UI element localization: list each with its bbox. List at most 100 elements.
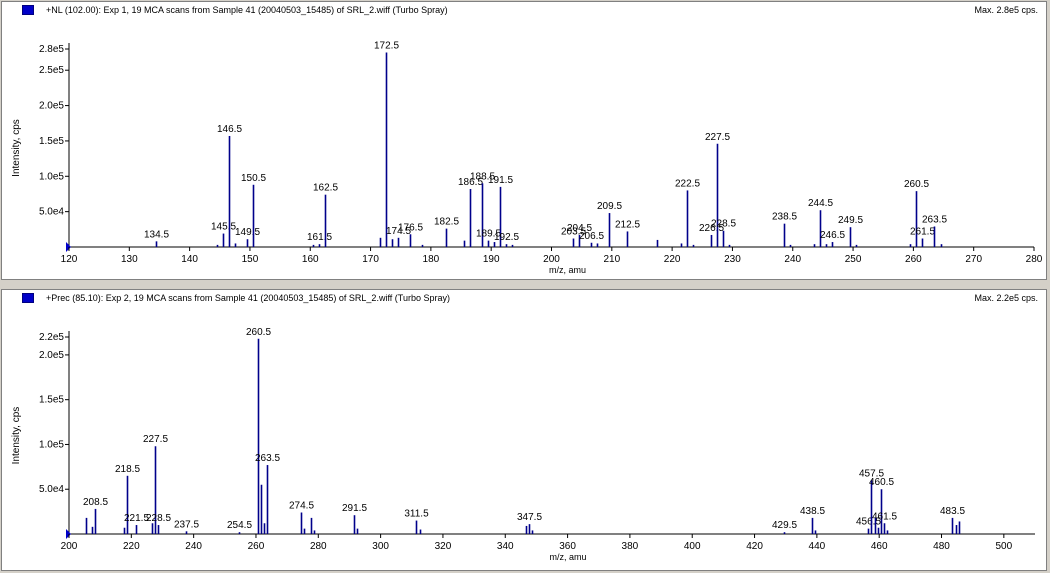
- x-tick-label: 180: [423, 254, 440, 265]
- x-tick-label: 190: [483, 254, 500, 265]
- peak-label: 146.5: [217, 124, 242, 135]
- peak-label: 456.5: [856, 517, 881, 528]
- y-tick-label: 2.8e5: [39, 44, 64, 55]
- peak-label: 204.5: [567, 223, 592, 234]
- panel-header-2: +Prec (85.10): Exp 2, 19 MCA scans from …: [2, 290, 1046, 308]
- y-tick-label: 1.5e5: [39, 136, 64, 147]
- peak-label: 457.5: [859, 468, 884, 479]
- x-tick-label: 480: [933, 541, 950, 552]
- y-tick-label: 1.0e5: [39, 171, 64, 182]
- peak-label: 150.5: [241, 173, 266, 184]
- panel-color-swatch-icon[interactable]: [22, 293, 34, 303]
- y-tick-label: 2.0e5: [39, 101, 64, 112]
- peak-label: 263.5: [922, 214, 947, 225]
- x-tick-label: 380: [622, 541, 639, 552]
- y-tick-label: 1.5e5: [39, 395, 64, 406]
- peak-label: 172.5: [374, 41, 399, 52]
- peak-label: 191.5: [488, 175, 513, 186]
- peak-label: 186.5: [458, 177, 483, 188]
- x-tick-label: 260: [248, 541, 265, 552]
- max-intensity-label-1: Max. 2.8e5 cps.: [974, 5, 1038, 15]
- x-tick-label: 210: [603, 254, 620, 265]
- x-tick-label: 200: [61, 541, 78, 552]
- peak-label: 212.5: [615, 219, 640, 230]
- peak-label: 274.5: [289, 501, 314, 512]
- x-tick-label: 340: [497, 541, 514, 552]
- spectrum-chart-2[interactable]: 200 220 240 260 280 300 320 340 360 380 400 420 440 4…: [2, 290, 1046, 570]
- x-tick-label: 500: [995, 541, 1012, 552]
- y-tick-label: 2.5e5: [39, 65, 64, 76]
- x-axis-label: m/z, amu: [549, 552, 586, 562]
- spectrum-panel-1: +NL (102.00): Exp 1, 19 MCA scans from S…: [1, 1, 1047, 280]
- peak-label: 161.5: [307, 232, 332, 243]
- panel-title-2: +Prec (85.10): Exp 2, 19 MCA scans from …: [46, 293, 450, 303]
- peak-label: 228.5: [146, 513, 171, 524]
- peak-label: 291.5: [342, 503, 367, 514]
- x-tick-label: 170: [362, 254, 379, 265]
- x-tick-label: 260: [905, 254, 922, 265]
- peak-label: 134.5: [144, 229, 169, 240]
- peak-label: 249.5: [838, 215, 863, 226]
- peak-label: 347.5: [517, 512, 542, 523]
- peak-label: 192.5: [494, 232, 519, 243]
- peak-label: 461.5: [872, 511, 897, 522]
- peak-label: 429.5: [772, 520, 797, 531]
- x-tick-label: 440: [809, 541, 826, 552]
- peak-label: 149.5: [235, 227, 260, 238]
- peak-label: 218.5: [115, 464, 140, 475]
- y-tick-label: 1.0e5: [39, 439, 64, 450]
- x-tick-label: 460: [871, 541, 888, 552]
- x-tick-label: 130: [121, 254, 138, 265]
- x-tick-label: 420: [746, 541, 763, 552]
- peak-label: 483.5: [940, 506, 965, 517]
- peak-label: 311.5: [404, 509, 429, 520]
- y-tick-label: 2.0e5: [39, 350, 64, 361]
- x-tick-label: 280: [1026, 254, 1043, 265]
- peak-label: 238.5: [772, 212, 797, 223]
- peak-label: 188.5: [470, 171, 495, 182]
- peak-label: 189.5: [476, 229, 501, 240]
- peak-label: 227.5: [143, 434, 168, 445]
- peak-label: 438.5: [800, 506, 825, 517]
- peak-label: 209.5: [597, 201, 622, 212]
- peak-label: 260.5: [904, 179, 929, 190]
- peak-label: 222.5: [675, 178, 700, 189]
- peak-label: 206.5: [579, 231, 604, 242]
- x-tick-label: 120: [61, 254, 78, 265]
- y-axis-label: Intensity, cps: [11, 407, 22, 465]
- x-tick-label: 220: [664, 254, 681, 265]
- panel-color-swatch-icon[interactable]: [22, 5, 34, 15]
- peak-label: 260.5: [246, 327, 271, 338]
- peak-label: 261.5: [910, 227, 935, 238]
- x-tick-label: 150: [242, 254, 259, 265]
- y-tick-label: 5.0e4: [39, 484, 64, 495]
- panel-header-1: +NL (102.00): Exp 1, 19 MCA scans from S…: [2, 2, 1046, 20]
- peak-label: 226.5: [699, 223, 724, 234]
- spectrum-panel-2: +Prec (85.10): Exp 2, 19 MCA scans from …: [1, 289, 1047, 571]
- x-tick-label: 230: [724, 254, 741, 265]
- x-tick-label: 280: [310, 541, 327, 552]
- x-tick-label: 220: [123, 541, 140, 552]
- x-tick-label: 240: [784, 254, 801, 265]
- x-axis-label: m/z, amu: [549, 265, 586, 275]
- peak-label: 208.5: [83, 497, 108, 508]
- spectrum-chart-1[interactable]: 120 130 140 150 160 170 180 190 200 210 220 230 240 2…: [2, 2, 1046, 279]
- peak-label: 246.5: [820, 230, 845, 241]
- peak-label: 174.5: [386, 226, 411, 237]
- peak-label: 460.5: [869, 477, 894, 488]
- peak-label: 227.5: [705, 132, 730, 143]
- x-tick-label: 250: [845, 254, 862, 265]
- x-tick-label: 300: [372, 541, 389, 552]
- peak-label: 176.5: [398, 222, 423, 233]
- peak-label: 182.5: [434, 217, 459, 228]
- x-tick-label: 360: [559, 541, 576, 552]
- x-tick-label: 160: [302, 254, 319, 265]
- x-tick-label: 270: [965, 254, 982, 265]
- y-tick-label: 5.0e4: [39, 207, 64, 218]
- peak-label: 228.5: [711, 219, 736, 230]
- x-tick-label: 400: [684, 541, 701, 552]
- peak-label: 244.5: [808, 198, 833, 209]
- panel-title-1: +NL (102.00): Exp 1, 19 MCA scans from S…: [46, 5, 448, 15]
- x-tick-label: 200: [543, 254, 560, 265]
- peak-label: 203.5: [561, 227, 586, 238]
